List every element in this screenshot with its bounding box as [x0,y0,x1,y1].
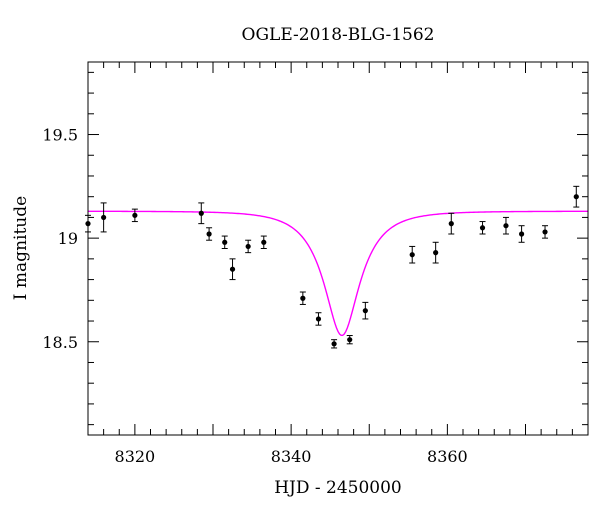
point-marker [300,295,306,301]
data-point [479,221,486,235]
point-marker [229,266,236,272]
x-tick-label: 8320 [115,447,156,466]
point-marker [132,212,138,218]
model-line [88,210,588,337]
x-tick-label: 8360 [427,447,468,466]
point-marker [331,341,337,347]
data-point [260,235,267,249]
data-point [362,301,369,320]
point-marker [518,231,525,237]
data-point [245,239,252,254]
data-point [299,291,306,305]
data-point [542,225,549,239]
data-point [346,335,353,345]
y-tick-label: 19 [58,229,78,248]
tick-labels: 8320 8340 8360 18.5 19 19.5 [42,126,467,466]
point-marker [206,231,212,237]
point-marker [362,308,368,314]
data-point [409,245,416,264]
model-curve [88,210,588,337]
data-point [315,312,322,326]
data-points [85,185,580,349]
data-point [198,202,205,225]
plot-frame [87,61,589,436]
point-marker [347,337,353,343]
data-point [229,258,236,281]
y-tick-label: 18.5 [42,333,78,352]
point-marker [503,223,509,229]
data-point [206,227,213,241]
point-marker [448,221,454,227]
point-marker [198,210,204,216]
point-marker [261,239,267,245]
data-point [131,208,138,223]
x-tick-label: 8340 [271,447,312,466]
axis-ticks [87,62,589,435]
y-axis-label: I magnitude [11,196,31,300]
point-marker [222,239,228,245]
y-tick-label: 19.5 [42,126,78,145]
data-point [502,216,509,235]
chart-title: OGLE-2018-BLG-1562 [242,25,435,45]
data-point [573,185,580,208]
data-point [331,339,338,349]
data-point [100,202,107,233]
point-marker [542,229,548,235]
x-axis-label: HJD - 2450000 [274,478,402,498]
point-marker [479,225,486,231]
point-marker [433,250,439,256]
point-marker [573,194,579,200]
data-point [518,225,525,243]
data-point [448,212,455,235]
point-marker [101,214,107,221]
data-point [221,235,228,249]
data-point [432,241,439,264]
point-marker [315,316,322,322]
point-marker [409,252,415,258]
point-marker [245,243,251,250]
